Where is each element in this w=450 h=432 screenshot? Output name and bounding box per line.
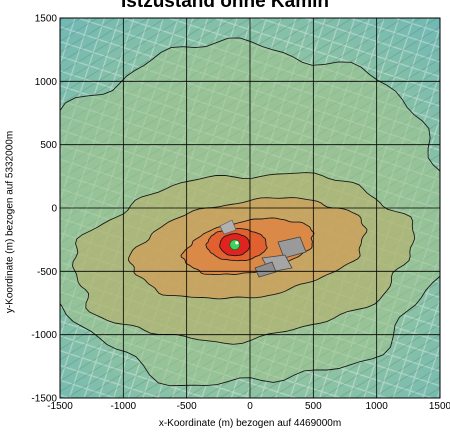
source-center [235, 241, 239, 245]
x-axis-label: x-Koordinate (m) bezogen auf 4469000m [158, 418, 342, 429]
x-tick-label: -1500 [47, 401, 73, 412]
x-tick-label: -1000 [111, 401, 137, 412]
x-tick-label: -500 [177, 401, 197, 412]
x-tick-label: 1000 [366, 401, 389, 412]
x-tick-label: 500 [305, 401, 322, 412]
building-footprint [277, 236, 307, 259]
y-tick-label: 0 [51, 204, 57, 215]
y-tick-label: 1500 [35, 14, 58, 25]
x-tick-label: 1500 [429, 401, 450, 412]
x-tick-labels: -1500 -1000 -500 0 500 1000 1500 [47, 401, 450, 412]
y-tick-labels: 1500 1000 500 0 -500 -1000 -1500 [31, 14, 57, 405]
x-tick-label: 0 [247, 401, 253, 412]
y-tick-label: 1000 [35, 77, 58, 88]
y-tick-label: -500 [37, 267, 57, 278]
building-footprint [254, 261, 277, 278]
y-tick-label: -1000 [31, 330, 57, 341]
chart-title: Istzustand ohne Kamin [121, 0, 329, 12]
y-tick-label: -1500 [31, 394, 57, 405]
y-tick-label: 500 [40, 140, 57, 151]
source-marker [229, 239, 241, 251]
building-footprint [219, 219, 237, 235]
grid-lines [60, 18, 440, 398]
plot-frame [59, 17, 441, 399]
